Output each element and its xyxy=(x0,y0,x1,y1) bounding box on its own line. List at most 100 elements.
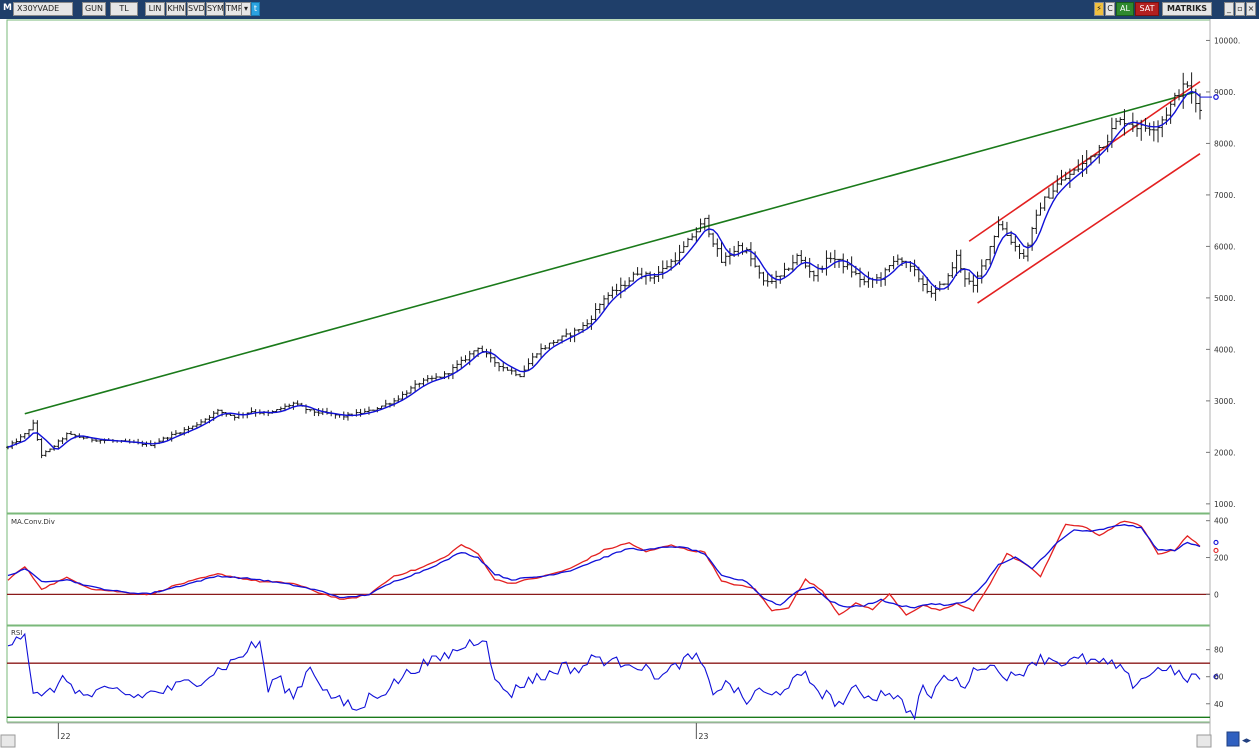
price-bar xyxy=(1097,144,1102,164)
currency-button[interactable]: TL xyxy=(110,2,138,16)
price-bar xyxy=(648,271,653,282)
price-bar xyxy=(534,353,539,359)
price-bar xyxy=(660,260,665,279)
price-bar xyxy=(194,422,199,428)
price-bar xyxy=(278,406,283,412)
svd-button[interactable]: SVD xyxy=(187,2,205,16)
price-bar xyxy=(308,409,313,412)
restore-icon[interactable]: ▫ xyxy=(1235,2,1245,16)
price-bar xyxy=(967,272,972,285)
price-bar xyxy=(22,432,27,439)
price-bar xyxy=(589,315,594,330)
price-bar xyxy=(946,273,951,290)
symbol-field[interactable]: X30YVADE xyxy=(13,2,73,16)
scale-button[interactable]: LIN xyxy=(145,2,165,16)
price-bar xyxy=(408,385,413,394)
price-tick-label: 5000. xyxy=(1214,294,1235,303)
price-bar xyxy=(1114,118,1119,130)
tmp-button[interactable]: TMP xyxy=(225,2,243,16)
price-bar xyxy=(26,429,31,437)
nav-arrows-icon[interactable]: ◂▸ xyxy=(1242,736,1252,746)
price-bar xyxy=(711,232,716,248)
price-bar xyxy=(291,401,296,410)
price-bar xyxy=(627,277,632,287)
price-bar xyxy=(807,257,812,278)
price-bar xyxy=(769,274,774,284)
macd-marker-1 xyxy=(1213,539,1219,546)
price-bar xyxy=(1093,154,1098,158)
x-tick-label: 22 xyxy=(60,732,70,741)
price-bar xyxy=(438,376,443,379)
dropdown-arrow-icon[interactable]: ▾ xyxy=(241,2,251,16)
price-bar xyxy=(971,274,976,293)
matriks-label: MATRIKS xyxy=(1162,2,1212,16)
price-bar xyxy=(459,356,464,369)
scroll-right-button[interactable] xyxy=(1196,734,1212,748)
price-bar xyxy=(488,348,493,363)
price-bar xyxy=(1042,196,1047,211)
price-bar xyxy=(895,254,900,266)
price-bar xyxy=(417,382,422,388)
price-bar xyxy=(656,265,661,282)
price-tick-label: 1000. xyxy=(1214,500,1235,509)
price-bar xyxy=(941,283,946,286)
price-bar xyxy=(862,276,867,286)
trendline-2[interactable] xyxy=(977,153,1201,304)
rsi-marker xyxy=(1213,674,1219,680)
price-bar xyxy=(513,369,518,377)
price-bar xyxy=(1156,120,1161,143)
minimize-icon[interactable]: _ xyxy=(1224,2,1234,16)
sym-button[interactable]: SYM xyxy=(206,2,224,16)
refresh-icon[interactable]: C xyxy=(1105,2,1115,16)
price-tick-label: 3000. xyxy=(1214,397,1235,406)
price-bar xyxy=(505,366,510,371)
sell-button[interactable]: SAT xyxy=(1135,2,1159,16)
price-bar xyxy=(47,448,52,453)
price-bar xyxy=(1151,121,1156,142)
chart-area: 10000. 9000. 8000. 7000. 6000. 5000. 4000. 3000… xyxy=(0,19,1252,748)
price-bar xyxy=(173,430,178,436)
buy-button[interactable]: AL xyxy=(1116,2,1134,16)
price-bar xyxy=(64,432,69,441)
khn-button[interactable]: KHN xyxy=(166,2,186,16)
twitter-icon[interactable]: t xyxy=(251,2,260,16)
price-bar xyxy=(757,265,762,279)
price-bar xyxy=(249,407,254,414)
price-bar xyxy=(383,399,388,407)
trendline-0[interactable] xyxy=(24,91,1197,415)
period-button[interactable]: GUN xyxy=(82,2,106,16)
price-bar xyxy=(1017,244,1022,259)
macd-tick-label: 200 xyxy=(1214,554,1229,563)
price-bar xyxy=(702,217,707,230)
price-bar xyxy=(1034,209,1039,235)
price-bar xyxy=(1063,171,1068,181)
price-bar xyxy=(606,292,611,306)
price-panel xyxy=(6,19,1211,514)
scroll-left-button[interactable] xyxy=(0,734,16,748)
price-bar xyxy=(400,391,405,401)
price-bar xyxy=(543,344,548,351)
price-bar xyxy=(509,367,514,375)
price-bar xyxy=(18,434,23,443)
price-bar xyxy=(215,408,220,416)
settings-icon[interactable] xyxy=(1226,731,1240,747)
menu-icon[interactable]: M xyxy=(3,3,12,13)
price-bar xyxy=(1147,122,1152,136)
price-bar xyxy=(455,360,460,373)
price-bar xyxy=(539,343,544,358)
lightning-icon[interactable]: ⚡ xyxy=(1094,2,1104,16)
price-bar xyxy=(715,238,720,257)
trendline-1[interactable] xyxy=(968,80,1201,242)
price-bar xyxy=(786,267,791,272)
price-bar xyxy=(950,262,955,278)
price-bar xyxy=(31,419,36,431)
price-bar xyxy=(518,373,523,378)
close-icon[interactable]: × xyxy=(1246,2,1256,16)
price-bar xyxy=(597,303,602,314)
price-bar xyxy=(1080,154,1085,177)
price-bar xyxy=(471,350,476,358)
price-bar xyxy=(748,242,753,267)
macd-title: MA.Conv.Div xyxy=(11,518,55,526)
price-bar xyxy=(547,342,552,350)
price-bar xyxy=(232,414,237,421)
